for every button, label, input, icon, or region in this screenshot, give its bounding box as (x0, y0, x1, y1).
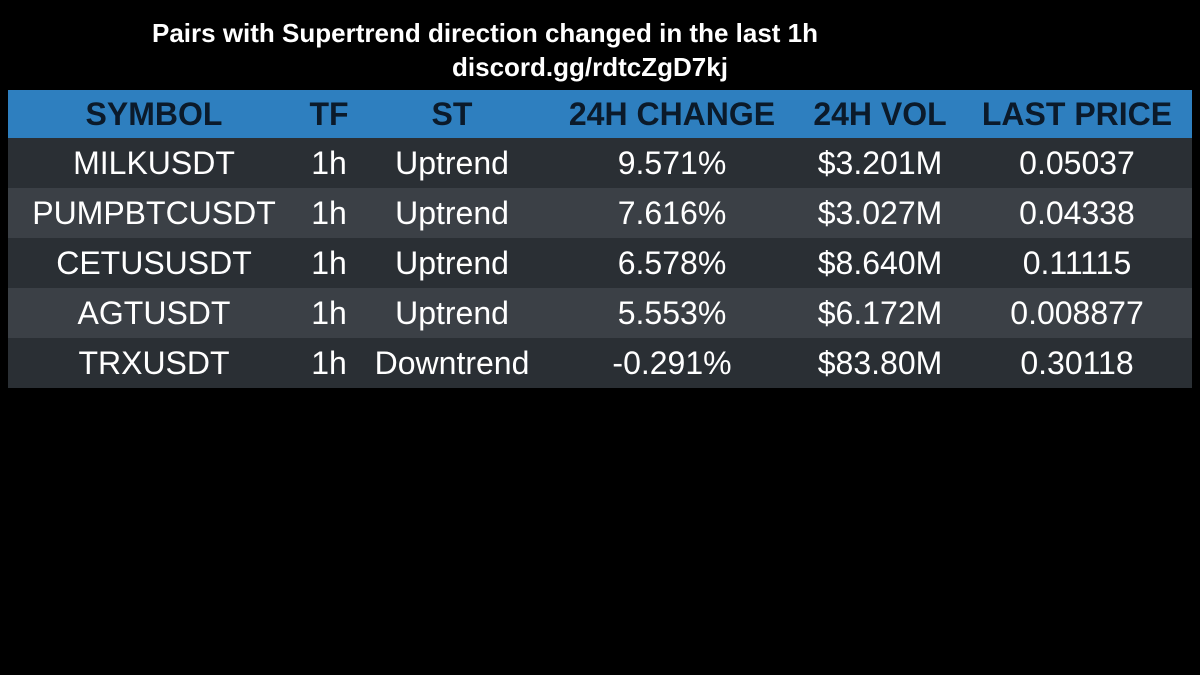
cell: TRXUSDT (8, 338, 300, 388)
column-header: ST (358, 90, 546, 138)
header-row: SYMBOL TF ST 24H CHANGE 24H VOL LAST PRICE (8, 90, 1192, 138)
column-header: TF (300, 90, 358, 138)
cell: 1h (300, 288, 358, 338)
cell: 1h (300, 138, 358, 188)
cell: Uptrend (358, 138, 546, 188)
column-header: SYMBOL (8, 90, 300, 138)
title: Pairs with Supertrend direction changed … (152, 18, 819, 48)
column-header: LAST PRICE (962, 90, 1192, 138)
cell: 9.571% (546, 138, 798, 188)
cell: 0.008877 (962, 288, 1192, 338)
cell: Downtrend (358, 338, 546, 388)
cell: $8.640M (798, 238, 962, 288)
cell: 0.05037 (962, 138, 1192, 188)
cell: $83.80M (798, 338, 962, 388)
table-row: MILKUSDT 1h Uptrend 9.571% $3.201M 0.05037 (8, 138, 1192, 188)
cell: Uptrend (358, 288, 546, 338)
table-row: CETUSUSDT 1h Uptrend 6.578% $8.640M 0.11115 (8, 238, 1192, 288)
cell: 0.11115 (962, 238, 1192, 288)
cell: $6.172M (798, 288, 962, 338)
cell: Uptrend (358, 238, 546, 288)
table-row: PUMPBTCUSDT 1h Uptrend 7.616% $3.027M 0.04338 (8, 188, 1192, 238)
cell: CETUSUSDT (8, 238, 300, 288)
cell: $3.201M (798, 138, 962, 188)
cell: Uptrend (358, 188, 546, 238)
subtitle: discord.gg/rdtcZgD7kj (452, 52, 728, 82)
cell: 7.616% (546, 188, 798, 238)
cell: 0.30118 (962, 338, 1192, 388)
table-body: MILKUSDT 1h Uptrend 9.571% $3.201M 0.05037 PUM… (8, 138, 1192, 388)
cell: PUMPBTCUSDT (8, 188, 300, 238)
cell: 1h (300, 188, 358, 238)
cell: 0.04338 (962, 188, 1192, 238)
column-header: 24H VOL (798, 90, 962, 138)
cell: MILKUSDT (8, 138, 300, 188)
cell: -0.291% (546, 338, 798, 388)
cell: AGTUSDT (8, 288, 300, 338)
cell: $3.027M (798, 188, 962, 238)
table-row: AGTUSDT 1h Uptrend 5.553% $6.172M 0.008877 (8, 288, 1192, 338)
cell: 1h (300, 338, 358, 388)
table-row: TRXUSDT 1h Downtrend -0.291% $83.80M 0.30118 (8, 338, 1192, 388)
table: SYMBOL TF ST 24H CHANGE 24H VOL LAST PRICE MI… (8, 90, 1192, 388)
column-header: 24H CHANGE (546, 90, 798, 138)
cell: 5.553% (546, 288, 798, 338)
cell: 1h (300, 238, 358, 288)
cell: 6.578% (546, 238, 798, 288)
